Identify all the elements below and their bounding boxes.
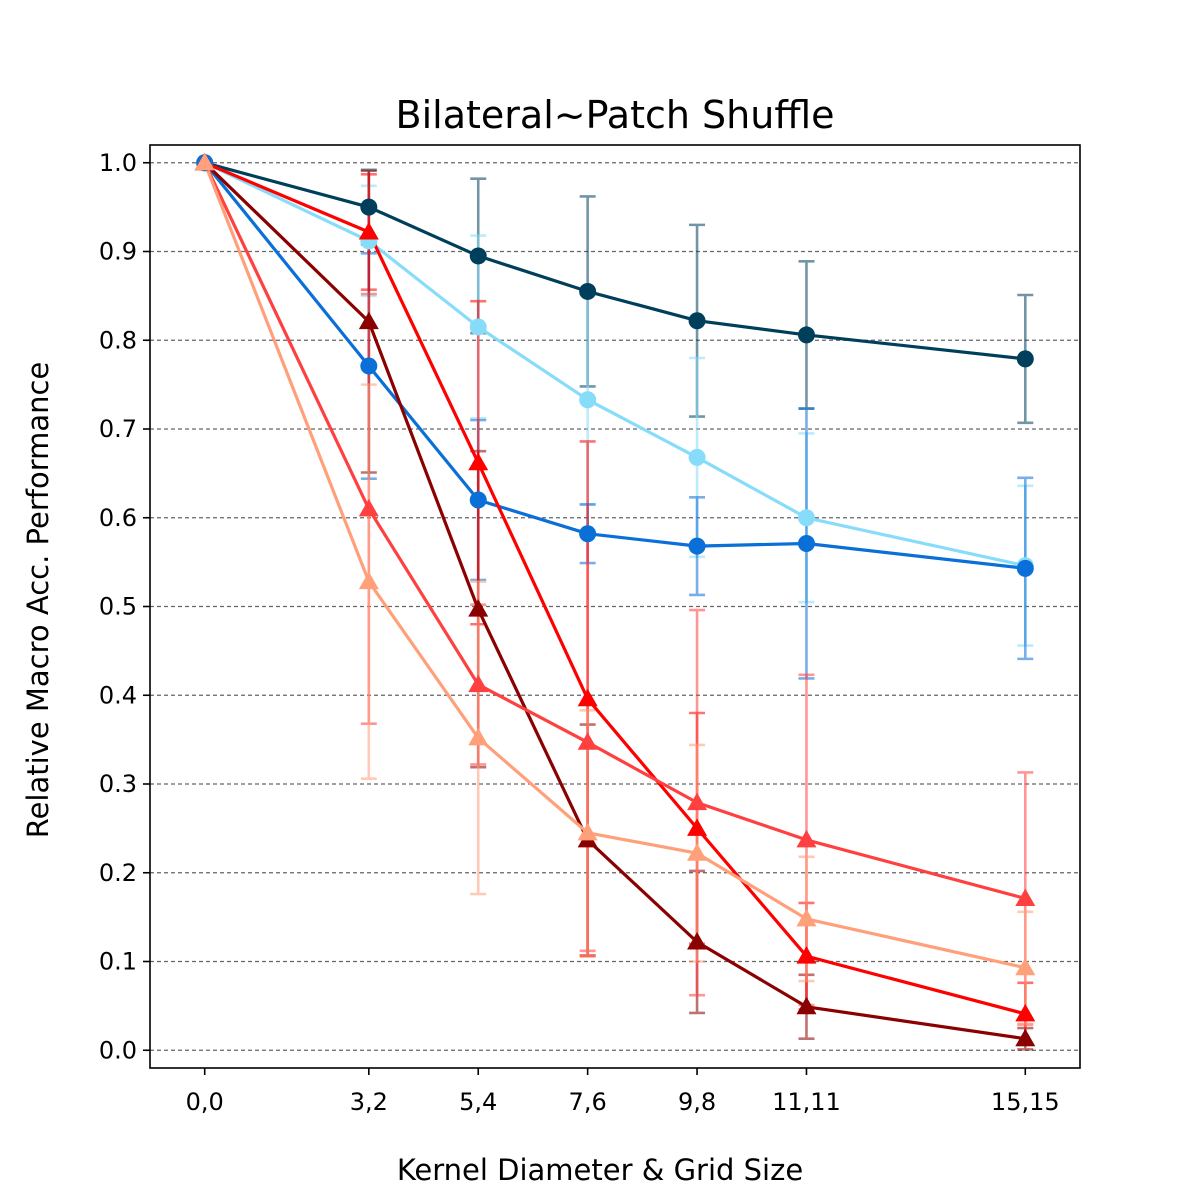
data-point bbox=[579, 282, 597, 300]
data-point bbox=[688, 312, 706, 330]
data-point bbox=[577, 688, 598, 707]
data-point bbox=[688, 448, 706, 466]
data-point bbox=[687, 818, 708, 836]
y-tick-label: 0.8 bbox=[99, 326, 137, 354]
data-point bbox=[687, 843, 708, 861]
y-tick-label: 0.5 bbox=[99, 593, 137, 621]
data-point bbox=[1015, 1003, 1036, 1022]
data-markers bbox=[194, 152, 1036, 1047]
x-tick-label: 15,15 bbox=[991, 1088, 1060, 1116]
y-tick-label: 0.1 bbox=[99, 948, 137, 976]
y-tick-label: 0.6 bbox=[99, 504, 137, 532]
data-point bbox=[194, 152, 215, 171]
data-point bbox=[577, 732, 598, 750]
axis-ticks: 0.0 0.1 0.2 0.3 0.4 0.5 0.6 0.7 0.8 0.9 1.0 0,0 3,2 5… bbox=[99, 149, 1060, 1116]
data-point bbox=[797, 326, 815, 344]
x-axis-label: Kernel Diameter & Grid Size bbox=[397, 1153, 803, 1187]
data-point bbox=[1015, 957, 1036, 976]
data-point bbox=[468, 674, 489, 693]
data-point bbox=[358, 571, 379, 590]
chart-title: Bilateral~Patch Shuffle bbox=[396, 93, 835, 137]
data-point bbox=[579, 391, 597, 409]
data-point bbox=[687, 931, 708, 950]
x-tick-label: 3,2 bbox=[350, 1088, 388, 1116]
data-point bbox=[360, 357, 378, 375]
data-point bbox=[469, 318, 487, 336]
data-point bbox=[468, 452, 489, 471]
data-point bbox=[687, 792, 708, 811]
data-point bbox=[796, 908, 817, 927]
data-point bbox=[358, 498, 379, 517]
y-tick-label: 1.0 bbox=[99, 149, 137, 177]
x-tick-label: 7,6 bbox=[569, 1088, 607, 1116]
data-point bbox=[688, 537, 706, 555]
y-tick-label: 0.3 bbox=[99, 770, 137, 798]
data-point bbox=[796, 946, 817, 964]
data-point bbox=[796, 996, 817, 1015]
data-point bbox=[468, 727, 489, 746]
gridlines bbox=[150, 162, 1080, 1051]
y-tick-label: 0.0 bbox=[99, 1036, 137, 1064]
data-point bbox=[1015, 888, 1036, 906]
x-tick-label: 0,0 bbox=[186, 1088, 224, 1116]
data-point bbox=[579, 525, 597, 543]
data-point bbox=[1016, 559, 1034, 577]
data-point bbox=[1015, 1028, 1036, 1047]
data-point bbox=[358, 311, 379, 330]
y-tick-label: 0.2 bbox=[99, 859, 137, 887]
data-point bbox=[468, 599, 489, 617]
data-point bbox=[797, 509, 815, 527]
x-tick-label: 9,8 bbox=[678, 1088, 716, 1116]
y-tick-label: 0.9 bbox=[99, 238, 137, 266]
x-tick-label: 5,4 bbox=[459, 1088, 497, 1116]
data-point bbox=[469, 247, 487, 265]
data-point bbox=[1016, 350, 1034, 368]
data-point bbox=[577, 822, 598, 841]
x-tick-label: 11,11 bbox=[772, 1088, 841, 1116]
data-point bbox=[358, 221, 379, 240]
y-tick-label: 0.4 bbox=[99, 681, 137, 709]
y-axis-label: Relative Macro Acc. Performance bbox=[21, 362, 55, 839]
y-tick-label: 0.7 bbox=[99, 415, 137, 443]
data-point bbox=[360, 198, 378, 216]
data-point bbox=[797, 534, 815, 552]
data-point bbox=[796, 829, 817, 848]
data-point bbox=[469, 491, 487, 509]
